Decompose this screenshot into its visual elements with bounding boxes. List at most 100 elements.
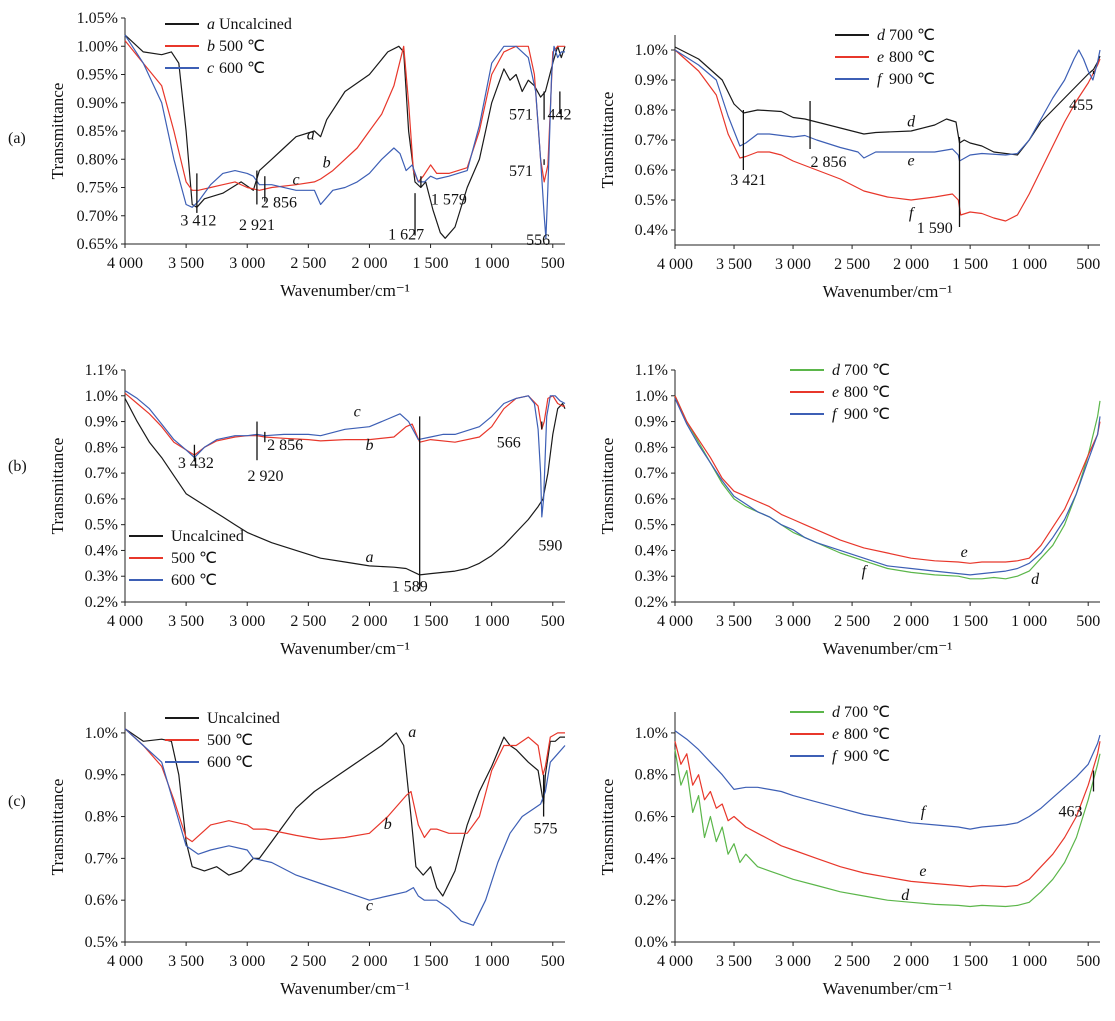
legend-letter: c — [207, 60, 214, 77]
legend: d 700 ℃ e 800 ℃ f 900 ℃ — [790, 362, 890, 423]
legend-label: 700 ℃ — [889, 27, 935, 44]
y-tick-label: 0.6% — [635, 162, 668, 179]
y-tick-label: 0.8% — [635, 439, 668, 456]
x-tick-label: 3 500 — [716, 613, 752, 630]
x-tick-label: 3 000 — [775, 953, 811, 970]
y-tick-label: 1.00% — [77, 38, 118, 55]
x-tick-label: 4 000 — [107, 953, 143, 970]
x-tick-label: 1 500 — [952, 256, 988, 273]
legend-letter: a — [207, 16, 215, 33]
y-tick-label: 0.8% — [85, 439, 118, 456]
y-axis-label: Transmittance — [598, 438, 617, 535]
peak-label: 442 — [548, 107, 572, 124]
y-tick-label: 0.2% — [635, 892, 668, 909]
x-tick-label: 2 000 — [351, 953, 387, 970]
y-tick-label: 0.6% — [635, 491, 668, 508]
curve-label: c — [354, 403, 361, 420]
curve-label: d — [1031, 571, 1040, 588]
chart-c-right: 0.0% 0.2% 0.4% 0.6% 0.8% 1.0% 4 000 3 500 3 000 2… — [598, 704, 1101, 998]
legend-label: 700 ℃ — [844, 362, 890, 379]
y-tick-label: 0.2% — [85, 594, 118, 611]
x-tick-label: 1 500 — [413, 953, 449, 970]
y-axis-label: Transmittance — [598, 779, 617, 876]
y-tick-label: 0.8% — [635, 102, 668, 119]
legend-label: 600 ℃ — [171, 572, 217, 589]
legend-label: 800 ℃ — [844, 726, 890, 743]
y-tick-label: 0.90% — [77, 95, 118, 112]
y-tick-label: 0.4% — [635, 850, 668, 867]
curve-label: c — [366, 898, 373, 915]
y-tick-label: 0.5% — [85, 934, 118, 951]
legend-label: Uncalcined — [171, 528, 244, 545]
y-axis-label: Transmittance — [598, 92, 617, 189]
peak-label: 2 856 — [810, 154, 846, 171]
y-tick-label: 0.4% — [85, 542, 118, 559]
y-tick-label: 0.65% — [77, 236, 118, 253]
y-tick-label: 0.6% — [635, 809, 668, 826]
y-axis-label: Transmittance — [48, 83, 67, 180]
series-line-e — [674, 741, 1101, 888]
legend: d 700 ℃ e 800 ℃ f 900 ℃ — [835, 27, 935, 88]
x-tick-label: 3 500 — [168, 255, 204, 272]
y-tick-label: 1.0% — [85, 388, 118, 405]
y-tick-label: 0.6% — [85, 491, 118, 508]
legend-letter: d — [832, 362, 841, 379]
legend: Uncalcined 500 ℃ 600 ℃ — [129, 528, 244, 589]
curve-label: d — [901, 887, 910, 904]
legend: d 700 ℃ e 800 ℃ f 900 ℃ — [790, 704, 890, 765]
y-tick-label: 0.8% — [635, 767, 668, 784]
legend-label: 800 ℃ — [889, 49, 935, 66]
peak-label: 556 — [526, 232, 550, 249]
x-tick-label: 1 000 — [474, 953, 510, 970]
peak-label: 575 — [533, 820, 557, 837]
curve-label: a — [365, 549, 373, 566]
x-axis-label: Wavenumber/cm⁻¹ — [280, 639, 410, 658]
peak-label: 2 921 — [239, 217, 275, 234]
x-tick-label: 2 500 — [290, 255, 326, 272]
peak-label: 2 856 — [261, 194, 297, 211]
peak-label: 566 — [497, 434, 521, 451]
peak-label: 2 856 — [267, 437, 303, 454]
x-tick-label: 2 500 — [834, 953, 870, 970]
x-tick-label: 3 500 — [168, 953, 204, 970]
y-axis-label: Transmittance — [48, 779, 67, 876]
legend-label: 900 ℃ — [844, 748, 890, 765]
curve-label: e — [961, 544, 968, 561]
curve-label: f — [909, 205, 916, 222]
chart-panel-a-left: 0.65% 0.70% 0.75% 0.80% 0.85% 0.90% 0.95% 1.00%… — [40, 0, 580, 330]
y-tick-label: 0.5% — [85, 517, 118, 534]
y-tick-label: 1.0% — [635, 725, 668, 742]
series-line-b — [124, 40, 565, 191]
y-tick-label: 0.3% — [85, 568, 118, 585]
chart-a-left: 0.65% 0.70% 0.75% 0.80% 0.85% 0.90% 0.95% 1.00%… — [48, 10, 572, 300]
y-tick-label: 0.8% — [85, 809, 118, 826]
y-tick-label: 0.0% — [635, 934, 668, 951]
legend-label: 500 ℃ — [219, 38, 265, 55]
x-tick-label: 2 000 — [351, 613, 387, 630]
chart-panel-b-right: 0.2% 0.3% 0.4% 0.5% 0.6% 0.7% 0.8% 0.9% 1.0% 1.1%… — [590, 340, 1115, 675]
legend: Uncalcined 500 ℃ 600 ℃ — [165, 710, 280, 771]
x-tick-label: 3 000 — [775, 256, 811, 273]
x-tick-label: 2 000 — [893, 256, 929, 273]
x-tick-label: 2 500 — [834, 613, 870, 630]
chart-panel-c-right: 0.0% 0.2% 0.4% 0.6% 0.8% 1.0% 4 000 3 500 3 000 2… — [590, 680, 1115, 1016]
legend-letter: f — [832, 748, 839, 765]
series-line-f — [674, 730, 1101, 830]
chart-panel-a-right: 0.4% 0.5% 0.6% 0.7% 0.8% 0.9% 1.0% 4 000 3 500 3 … — [590, 0, 1115, 330]
y-tick-label: 0.9% — [85, 414, 118, 431]
legend-letter: b — [207, 38, 215, 55]
peak-label: 463 — [1058, 804, 1082, 821]
peak-label: 571 — [509, 107, 533, 124]
chart-b-right: 0.2% 0.3% 0.4% 0.5% 0.6% 0.7% 0.8% 0.9% 1.0% 1.1%… — [598, 362, 1101, 658]
x-tick-label: 3 500 — [168, 613, 204, 630]
curve-label: a — [408, 724, 416, 741]
x-tick-label: 500 — [541, 953, 565, 970]
series-line-d — [674, 395, 1101, 580]
x-tick-label: 2 000 — [893, 613, 929, 630]
series-line-d — [674, 46, 1101, 156]
legend-label: 600 ℃ — [219, 60, 265, 77]
legend-label: 600 ℃ — [207, 754, 253, 771]
legend-letter: e — [832, 384, 839, 401]
legend-letter: d — [877, 27, 886, 44]
